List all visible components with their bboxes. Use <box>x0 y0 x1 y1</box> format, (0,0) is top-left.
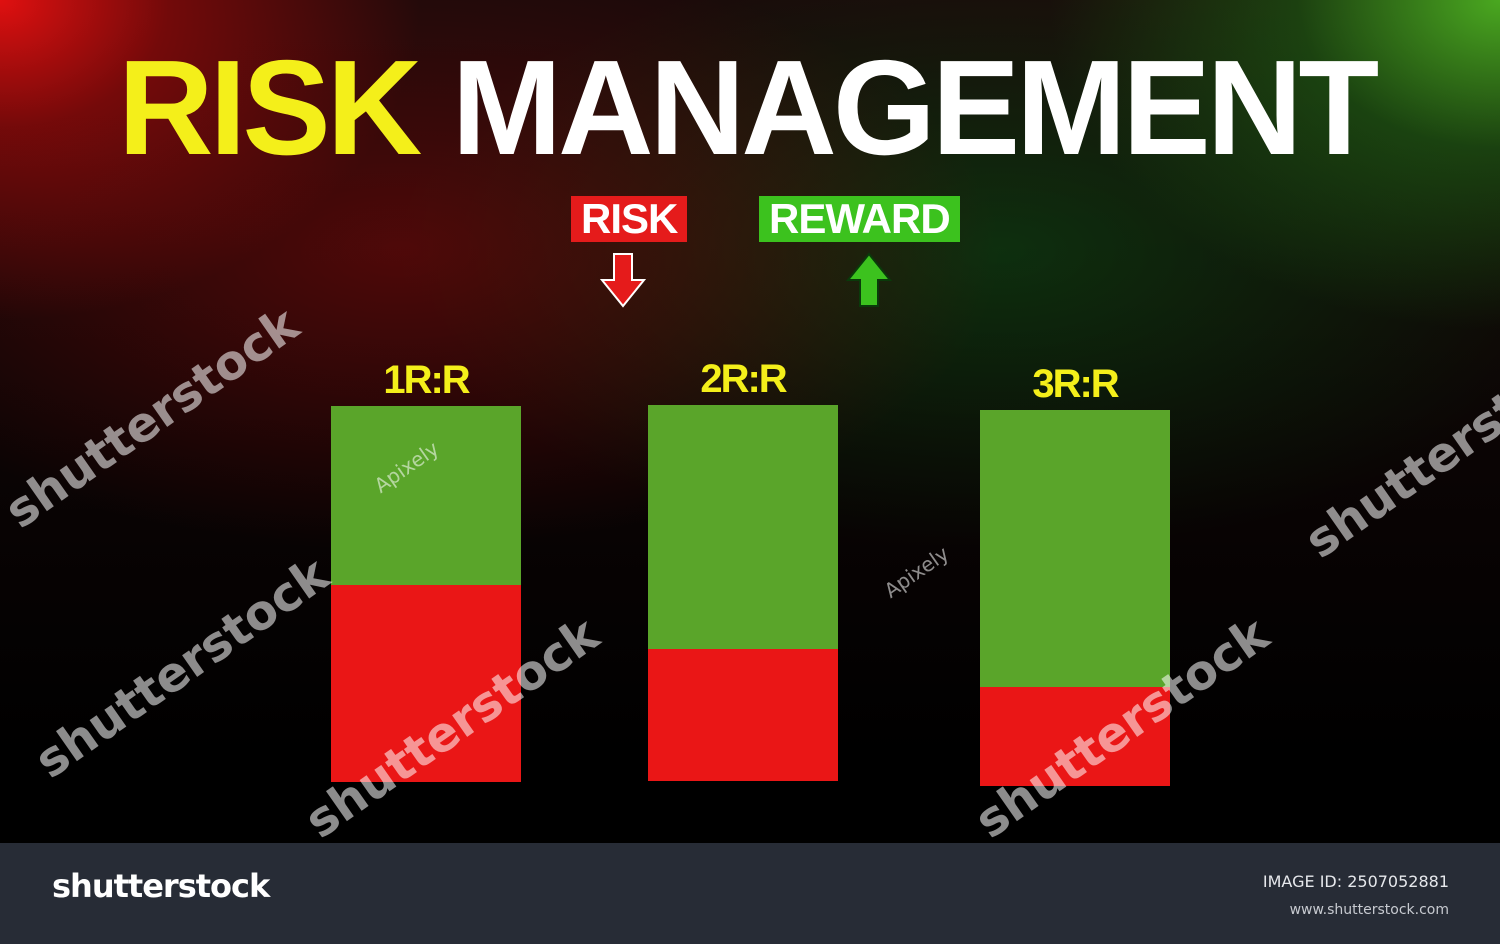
title-management: MANAGEMENT <box>451 32 1380 183</box>
author-watermark: Apixely <box>879 541 954 603</box>
artwork: RISK MANAGEMENT RISK REWARD 1R:R 2R:R 3R:R … <box>0 0 1500 843</box>
title-risk: RISK <box>118 32 422 183</box>
reward-segment <box>331 406 521 585</box>
risk-segment <box>648 649 838 781</box>
footer: shutterstock IMAGE ID: 2507052881 www.sh… <box>0 843 1500 944</box>
page-title: RISK MANAGEMENT <box>118 40 1379 175</box>
arrow-down-icon <box>600 253 646 308</box>
bar-label: 1R:R <box>383 358 470 402</box>
ratio-bar <box>331 406 521 782</box>
risk-legend-tag: RISK <box>571 196 688 242</box>
ratio-bar <box>648 405 838 781</box>
image-id: IMAGE ID: 2507052881 <box>1262 872 1449 891</box>
reward-legend-tag: REWARD <box>759 196 960 242</box>
watermark: shutterstock <box>0 296 309 540</box>
site-url[interactable]: www.shutterstock.com <box>1289 902 1449 918</box>
ratio-bar <box>980 410 1170 786</box>
watermark: shutterstock <box>25 546 339 790</box>
shutterstock-logo[interactable]: shutterstock <box>52 867 270 905</box>
reward-segment <box>980 410 1170 687</box>
risk-segment <box>331 585 521 782</box>
bar-label: 2R:R <box>700 357 787 401</box>
bar-label: 3R:R <box>1032 362 1119 406</box>
risk-segment <box>980 687 1170 786</box>
arrow-up-icon <box>846 252 892 307</box>
reward-segment <box>648 405 838 649</box>
watermark: shutterstock <box>1295 326 1500 570</box>
